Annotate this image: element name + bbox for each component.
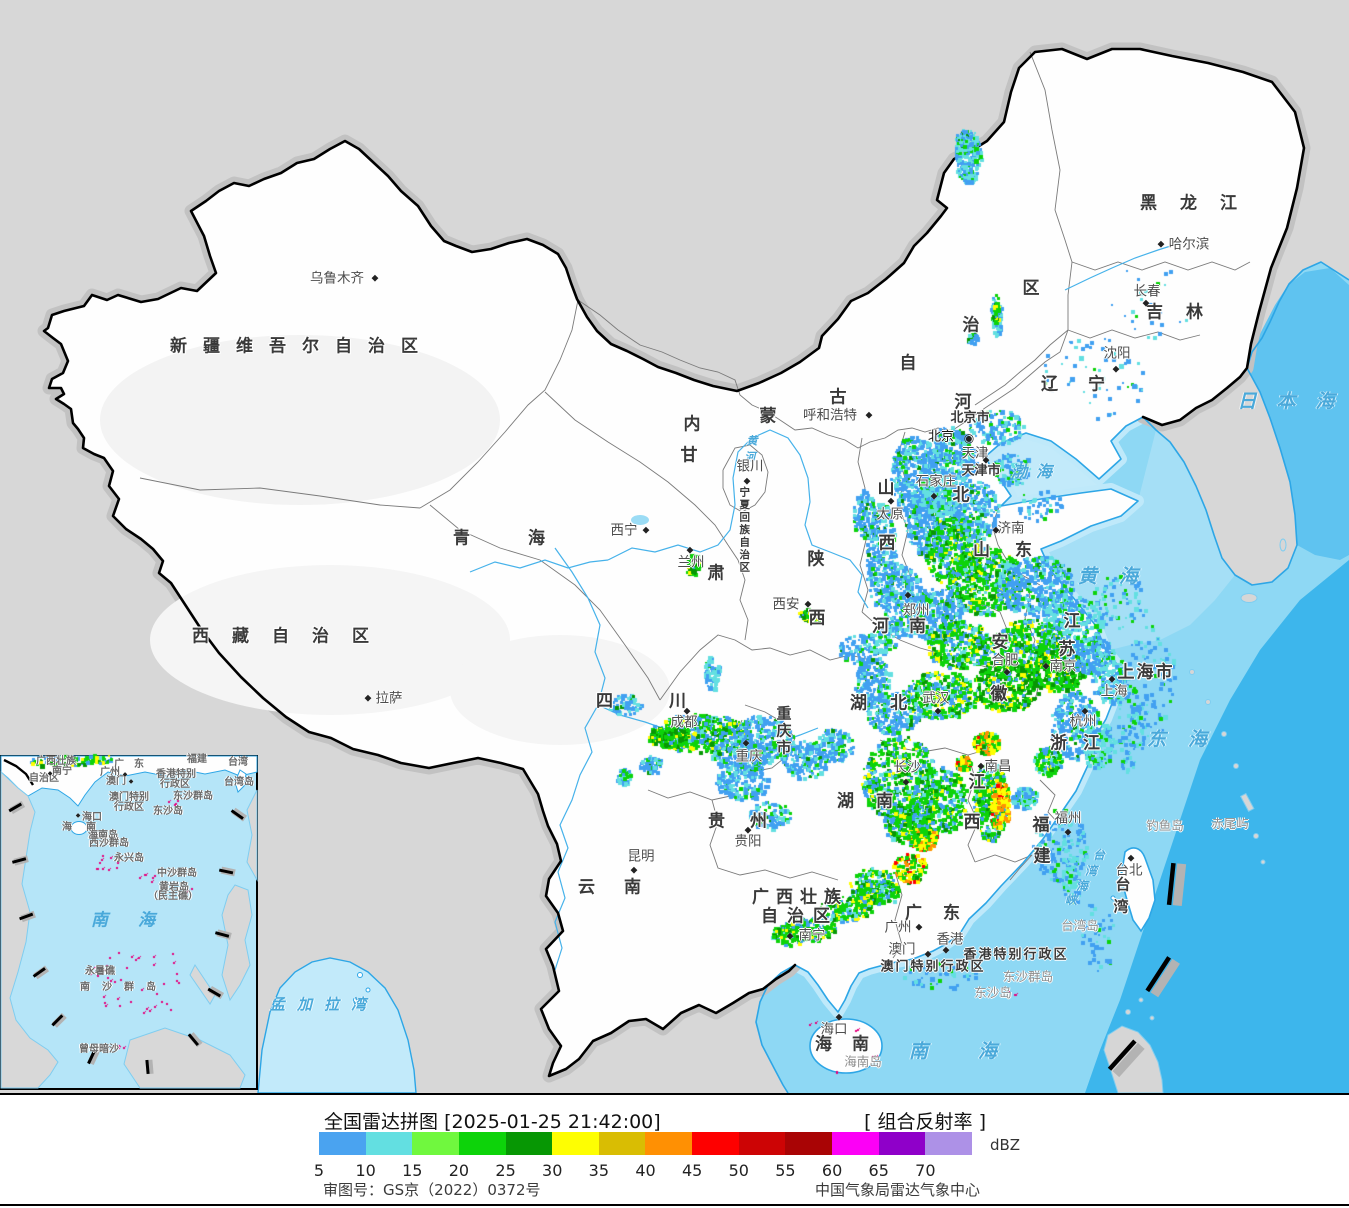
color-scale-bar <box>319 1132 972 1155</box>
scale-cell-50 <box>738 1132 786 1155</box>
scale-cell-5 <box>319 1132 366 1155</box>
scale-cell-45 <box>692 1132 739 1155</box>
scale-tick-5: 5 <box>313 1161 325 1180</box>
scale-tick-65: 65 <box>868 1161 889 1180</box>
unit-label: dBZ <box>990 1136 1021 1154</box>
scale-cell-30 <box>552 1132 599 1155</box>
product-name: [ 组合反射率 ] <box>864 1111 986 1133</box>
scale-tick-35: 35 <box>588 1161 610 1180</box>
scale-tick-55: 55 <box>775 1161 796 1180</box>
scale-cell-70 <box>925 1132 972 1155</box>
scale-cell-35 <box>598 1132 646 1155</box>
scale-tick-25: 25 <box>495 1161 516 1180</box>
scale-cell-15 <box>412 1132 459 1155</box>
agency-credit: 中国气象局雷达气象中心 <box>814 1181 980 1199</box>
scale-tick-45: 45 <box>681 1161 703 1180</box>
map-title: 全国雷达拼图 <box>324 1111 439 1133</box>
radar-echo-layer <box>0 0 1349 1093</box>
scale-tick-60: 60 <box>821 1161 843 1180</box>
scale-tick-70: 70 <box>915 1161 936 1180</box>
scale-tick-10: 10 <box>355 1161 376 1180</box>
scale-tick-50: 50 <box>728 1161 749 1180</box>
scale-tick-40: 40 <box>635 1161 656 1180</box>
scale-cell-40 <box>645 1132 693 1155</box>
map-approval-number: 审图号：GS京（2022）0372号 <box>323 1181 541 1199</box>
map-timestamp: [2025-01-25 21:42:00] <box>444 1111 661 1133</box>
legend-title: 全国雷达拼图 [2025-01-25 21:42:00] <box>324 1107 661 1134</box>
scale-tick-30: 30 <box>542 1161 563 1180</box>
scale-cell-20 <box>458 1132 506 1155</box>
legend-panel: 全国雷达拼图 [2025-01-25 21:42:00] [ 组合反射率 ] 5… <box>0 1093 1349 1206</box>
scale-tick-20: 20 <box>448 1161 470 1180</box>
scale-cell-25 <box>505 1132 553 1155</box>
scale-cell-10 <box>365 1132 413 1155</box>
scale-tick-15: 15 <box>402 1161 423 1180</box>
scale-cell-55 <box>785 1132 833 1155</box>
scale-cell-65 <box>878 1132 926 1155</box>
scale-cell-60 <box>832 1132 879 1155</box>
